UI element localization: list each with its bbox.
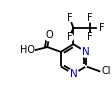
Circle shape: [81, 47, 91, 57]
Circle shape: [85, 66, 86, 67]
Circle shape: [86, 14, 94, 22]
Circle shape: [66, 14, 73, 22]
Text: F: F: [87, 13, 93, 23]
Text: O: O: [45, 30, 53, 40]
Circle shape: [86, 34, 94, 41]
Text: F: F: [67, 32, 72, 42]
Text: HO: HO: [20, 45, 35, 55]
Text: F: F: [87, 32, 93, 42]
Text: F: F: [67, 13, 72, 23]
Text: N: N: [82, 47, 90, 57]
Circle shape: [45, 32, 54, 41]
Text: F: F: [99, 23, 104, 33]
Text: N: N: [70, 69, 77, 79]
Circle shape: [98, 24, 105, 32]
Text: Cl: Cl: [101, 66, 111, 76]
Circle shape: [68, 69, 79, 79]
Circle shape: [66, 34, 73, 41]
